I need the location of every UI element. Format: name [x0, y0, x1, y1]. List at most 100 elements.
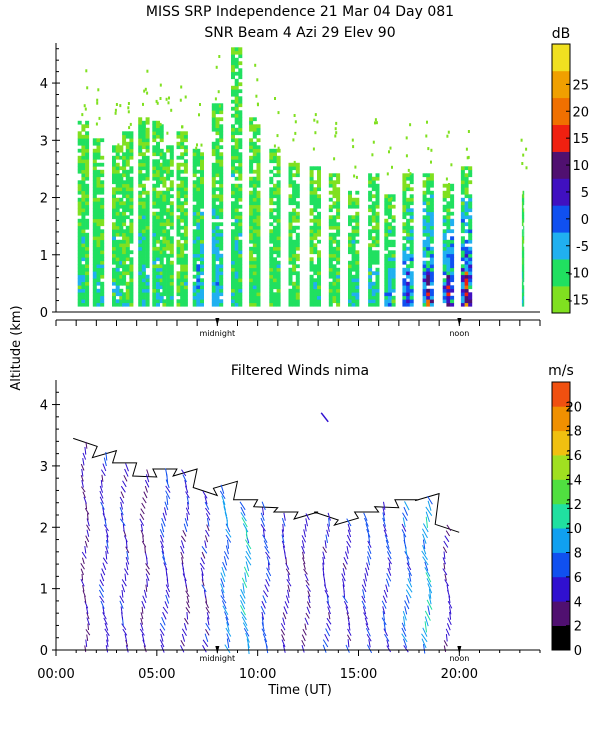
- snr-cell: [409, 225, 414, 230]
- snr-cell: [336, 285, 341, 290]
- winds-colorbar-tick-label: 18: [565, 425, 582, 440]
- snr-cell: [200, 271, 204, 276]
- snr-cell: [162, 176, 167, 181]
- snr-cell: [166, 211, 171, 216]
- snr-cell: [211, 225, 216, 230]
- snr-cell: [375, 229, 380, 234]
- snr-cell: [468, 253, 473, 258]
- snr-cell: [141, 250, 146, 255]
- snr-cell: [464, 253, 469, 258]
- snr-speck: [446, 134, 449, 138]
- snr-cell: [256, 194, 261, 199]
- wind-vector: [449, 611, 452, 620]
- wind-vector: [282, 523, 284, 532]
- winds-colorbar-swatch: [552, 479, 570, 505]
- snr-cell: [384, 211, 389, 216]
- snr-cell: [351, 250, 356, 255]
- wind-vector: [324, 540, 327, 549]
- snr-cell: [231, 50, 235, 55]
- snr-cell: [387, 229, 392, 234]
- snr-cell: [234, 82, 239, 87]
- snr-cell: [81, 257, 86, 262]
- winds-colorbar-swatch: [552, 552, 570, 578]
- snr-cell: [169, 253, 174, 258]
- snr-cell: [77, 204, 82, 209]
- wind-vector: [86, 524, 91, 531]
- snr-cell: [288, 281, 293, 286]
- snr-cell: [81, 295, 86, 300]
- snr-cell: [371, 183, 376, 188]
- snr-cell: [288, 278, 293, 283]
- snr-speck: [155, 99, 158, 103]
- snr-cell: [231, 71, 235, 76]
- snr-cell: [156, 183, 160, 188]
- snr-cell: [81, 134, 86, 139]
- snr-colorbar-tick-label: -10: [568, 267, 589, 282]
- snr-cell: [81, 169, 86, 174]
- snr-cell: [313, 218, 318, 223]
- snr-cell: [141, 267, 146, 272]
- snr-cell: [81, 127, 86, 132]
- snr-cell: [192, 173, 197, 178]
- snr-cell: [138, 208, 143, 213]
- snr-cell: [313, 292, 318, 297]
- snr-cell: [256, 131, 261, 136]
- snr-cell: [317, 218, 321, 223]
- snr-cell: [192, 208, 197, 213]
- snr-cell: [238, 127, 243, 132]
- snr-cell: [92, 187, 97, 192]
- snr-cell: [162, 211, 167, 216]
- snr-cell: [273, 215, 277, 220]
- snr-cell: [409, 236, 414, 241]
- snr-cell: [192, 194, 197, 199]
- snr-cell: [468, 208, 473, 213]
- snr-cell: [288, 169, 293, 174]
- snr-speck: [409, 123, 412, 127]
- wind-vector: [84, 546, 87, 554]
- wind-vector: [200, 567, 204, 576]
- snr-cell: [231, 127, 235, 132]
- snr-cell: [192, 250, 197, 255]
- snr-cell: [231, 89, 235, 94]
- snr-cell: [521, 267, 523, 272]
- snr-cell: [309, 288, 314, 293]
- snr-cell: [141, 246, 146, 251]
- snr-cell: [112, 169, 116, 174]
- snr-cell: [238, 292, 243, 297]
- snr-cell: [406, 274, 411, 279]
- snr-cell: [85, 166, 90, 171]
- snr-cell: [450, 267, 455, 272]
- snr-cell: [328, 292, 333, 297]
- snr-cell: [292, 218, 297, 223]
- snr-cell: [119, 187, 124, 192]
- snr-cell: [234, 61, 239, 66]
- snr-cell: [295, 285, 300, 290]
- snr-cell: [317, 281, 321, 286]
- snr-cell: [238, 246, 243, 251]
- snr-cell: [183, 138, 188, 143]
- snr-cell: [219, 131, 224, 136]
- snr-cell: [391, 197, 396, 202]
- snr-cell: [166, 222, 171, 227]
- snr-cell: [276, 162, 281, 167]
- snr-cell: [138, 134, 143, 139]
- snr-cell: [183, 232, 188, 237]
- snr-cell: [152, 285, 157, 290]
- snr-cell: [450, 222, 455, 227]
- wind-vector: [304, 524, 307, 532]
- snr-cell: [446, 211, 451, 216]
- snr-cell: [196, 180, 201, 185]
- snr-cell: [125, 183, 130, 188]
- snr-cell: [256, 124, 261, 129]
- snr-cell: [96, 295, 101, 300]
- snr-cell: [141, 173, 146, 178]
- snr-cell: [215, 232, 220, 237]
- snr-cell: [234, 131, 239, 136]
- wind-vector: [104, 628, 110, 637]
- snr-cell: [192, 222, 197, 227]
- snr-cell: [180, 281, 185, 286]
- wind-vector: [445, 634, 448, 642]
- snr-cell: [145, 190, 150, 195]
- winds-y-tick-label: 2: [40, 521, 48, 536]
- snr-cell: [317, 239, 321, 244]
